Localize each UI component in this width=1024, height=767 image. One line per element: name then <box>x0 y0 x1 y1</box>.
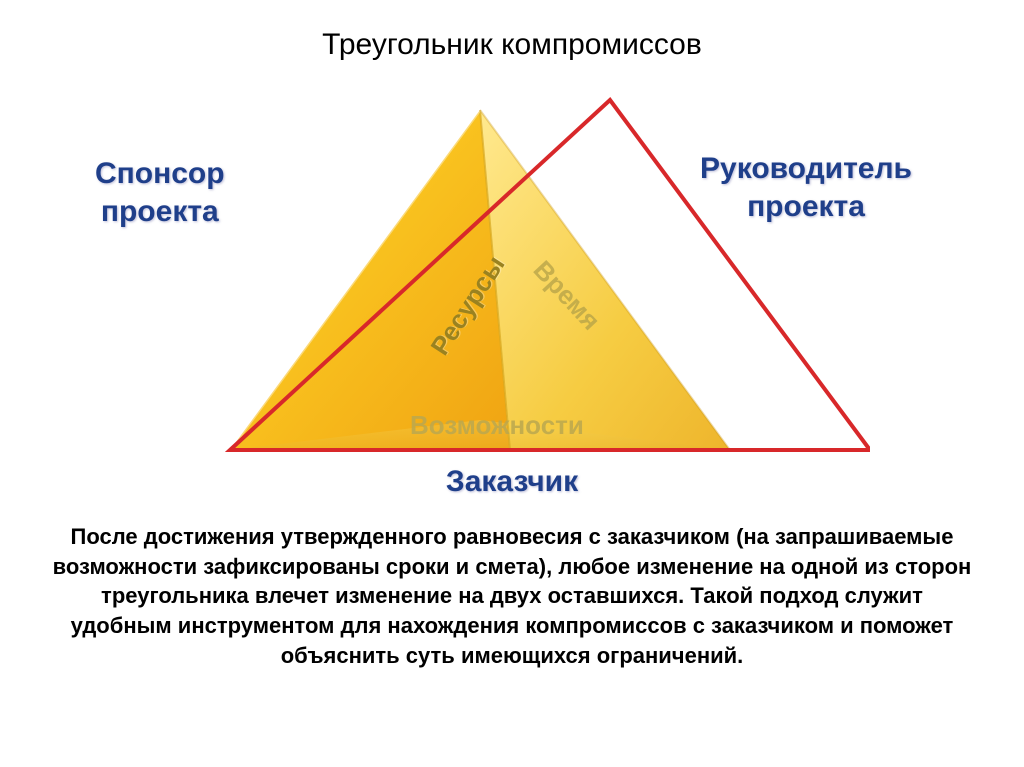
pyramid-label-capabilities: Возможности <box>410 410 584 441</box>
label-customer: Заказчик <box>0 465 1024 499</box>
description-paragraph: После достижения утвержденного равновеси… <box>50 522 974 670</box>
diagram-area: Ресурсы Время Возможности <box>150 80 870 460</box>
page-title: Треугольник компромиссов <box>0 28 1024 62</box>
pyramid-svg <box>150 80 870 460</box>
